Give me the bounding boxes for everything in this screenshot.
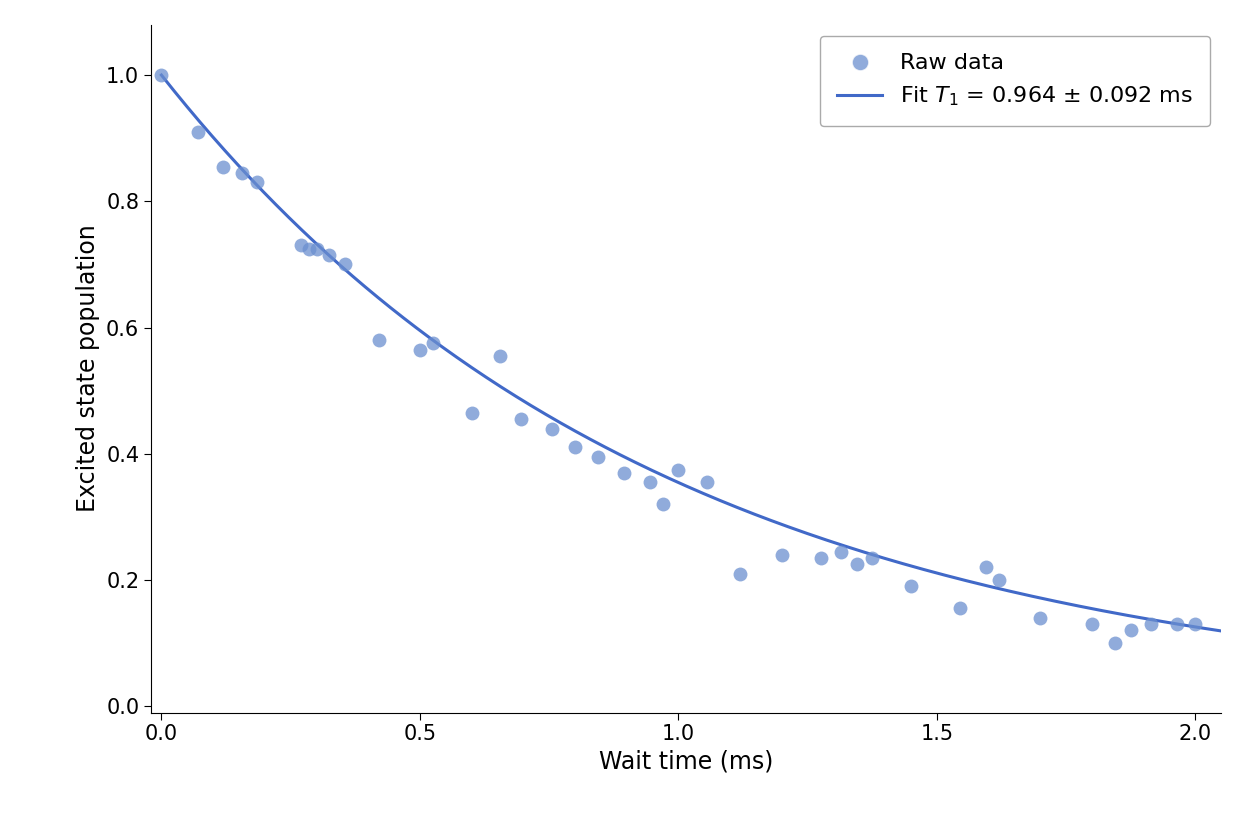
Point	[862, 551, 883, 564]
Y-axis label: Excited state population: Excited state population	[77, 224, 101, 513]
Point	[232, 166, 252, 179]
Point	[423, 337, 443, 350]
X-axis label: Wait time (ms): Wait time (ms)	[599, 750, 773, 774]
Point	[640, 476, 660, 489]
Point	[1105, 636, 1126, 649]
Point	[614, 466, 635, 479]
Point	[588, 450, 608, 464]
Point	[462, 406, 482, 419]
Point	[306, 242, 326, 256]
Point	[188, 125, 208, 138]
Point	[831, 545, 851, 558]
Point	[213, 160, 233, 173]
Point	[653, 498, 674, 511]
Point	[772, 548, 792, 561]
Point	[490, 350, 510, 363]
Point	[696, 476, 716, 489]
Point	[1121, 624, 1141, 637]
Point	[320, 248, 340, 261]
Point	[247, 176, 267, 189]
Point	[730, 567, 750, 580]
Point	[1167, 618, 1187, 631]
Point	[988, 573, 1008, 586]
Point	[151, 69, 171, 82]
Point	[541, 422, 562, 435]
Point	[901, 580, 922, 593]
Point	[291, 239, 311, 252]
Point	[1185, 618, 1205, 631]
Point	[669, 463, 689, 476]
Point	[1142, 618, 1162, 631]
Point	[976, 561, 996, 574]
Point	[369, 333, 389, 346]
Point	[335, 258, 355, 271]
Point	[1081, 618, 1102, 631]
Legend: Raw data, Fit $T_1$ = 0.964 $\pm$ 0.092 ms: Raw data, Fit $T_1$ = 0.964 $\pm$ 0.092 …	[820, 36, 1210, 126]
Point	[410, 343, 431, 356]
Point	[1030, 611, 1050, 624]
Point	[511, 413, 531, 426]
Point	[951, 602, 971, 615]
Point	[847, 558, 867, 571]
Point	[565, 441, 585, 454]
Point	[811, 551, 831, 564]
Point	[298, 242, 319, 256]
